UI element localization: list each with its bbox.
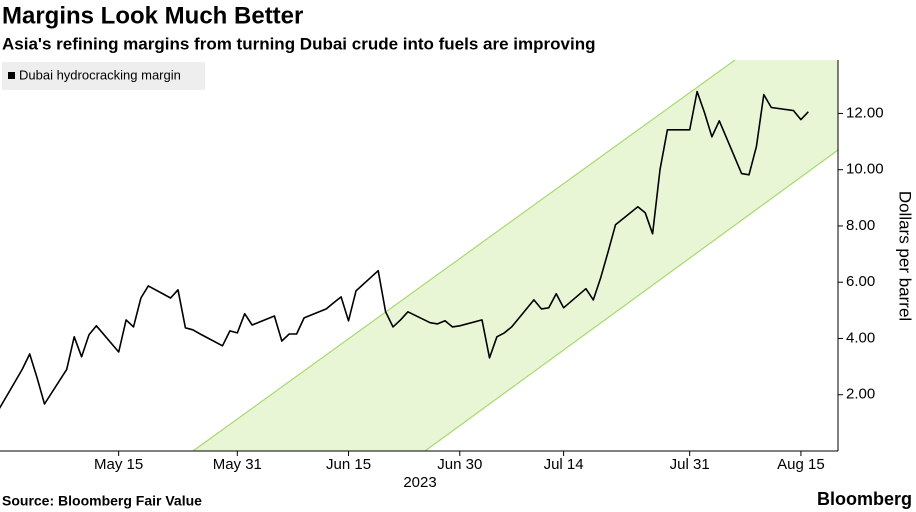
y-tick-label: 6.00 (846, 273, 875, 290)
channel-lower (424, 149, 839, 452)
y-tick-label: 12.00 (846, 104, 884, 121)
y-tick-label: 4.00 (846, 329, 875, 346)
channel-upper (192, 59, 736, 452)
trend-channel (193, 60, 838, 451)
plot: 2.00 4.00 6.00 8.00 10.00 12.00 May 15 May 31 Ju… (0, 90, 884, 473)
line-series (0, 90, 809, 410)
y-axis-label: Dollars per barrel (896, 191, 915, 321)
x-tick-label: Jun 15 (326, 456, 371, 473)
legend: Dubai hydrocracking margin (2, 62, 205, 90)
x-tick-label: Jun 30 (437, 456, 482, 473)
x-tick-label: May 15 (94, 456, 143, 473)
legend-label: Dubai hydrocracking margin (19, 67, 181, 82)
x-tick-label: Jul 14 (544, 456, 584, 473)
legend-box (2, 62, 205, 90)
brand: Bloomberg (817, 489, 912, 509)
legend-swatch (8, 72, 15, 79)
x-tick-label: May 31 (213, 456, 262, 473)
y-tick-label: 10.00 (846, 161, 884, 178)
chart-title: Margins Look Much Better (2, 2, 303, 29)
y-tick-label: 8.00 (846, 217, 875, 234)
x-year-label: 2023 (403, 474, 436, 491)
x-tick-label: Jul 31 (670, 456, 710, 473)
source: Source: Bloomberg Fair Value (2, 493, 202, 509)
y-tick-label: 2.00 (846, 386, 875, 403)
x-tick-label: Aug 15 (777, 456, 825, 473)
chart-subtitle: Asia's refining margins from turning Dub… (2, 34, 595, 53)
